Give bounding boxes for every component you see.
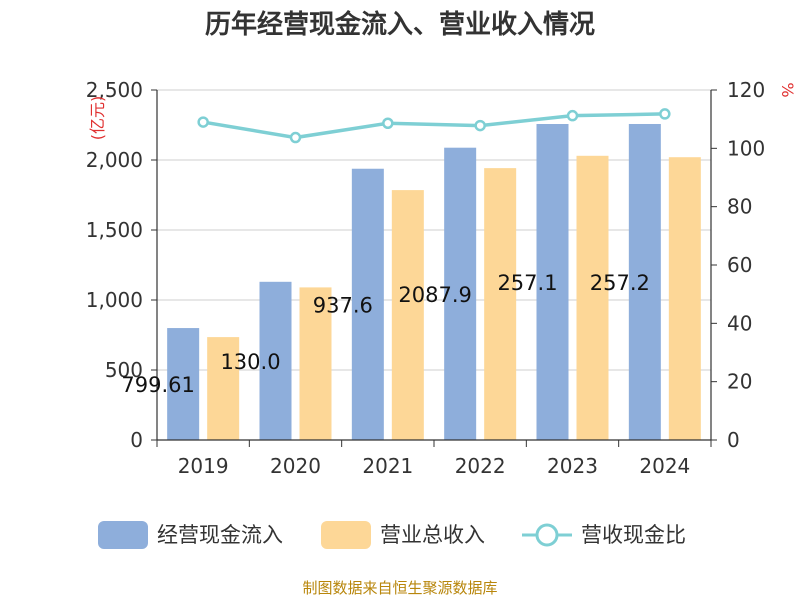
x-tick-label: 2019 <box>178 454 229 478</box>
data-label-inflow: 2087.9 <box>398 283 471 307</box>
bar-inflow <box>536 124 569 441</box>
bar-inflow <box>444 147 477 440</box>
bar-inflow <box>167 328 200 440</box>
bar-revenue <box>668 157 701 440</box>
bar-revenue <box>391 190 424 440</box>
x-tick-label: 2022 <box>455 454 506 478</box>
x-tick-label: 2020 <box>270 454 321 478</box>
right-tick-label: 60 <box>727 253 752 277</box>
ratio-point <box>382 117 394 129</box>
legend-swatch-revenue <box>321 521 371 549</box>
left-tick-label: 2,500 <box>86 78 143 102</box>
left-tick-label: 1,500 <box>86 218 143 242</box>
source-note: 制图数据来自恒生聚源数据库 <box>302 579 497 597</box>
ratio-point <box>197 116 209 128</box>
left-tick-label: 500 <box>105 358 143 382</box>
x-tick-label: 2021 <box>362 454 413 478</box>
legend-label-ratio: 营收现金比 <box>581 523 686 547</box>
ratio-point <box>659 108 671 120</box>
data-label-inflow: 130.0 <box>220 350 280 374</box>
right-tick-label: 120 <box>727 78 765 102</box>
data-label-inflow: 257.1 <box>497 271 557 295</box>
grid <box>157 89 711 441</box>
ratio-point <box>474 119 486 132</box>
axes: 0 500 1,000 1,500 2,000 2,500 0 20 40 60 80 100 120 2… <box>86 78 765 478</box>
bar-revenue <box>484 168 517 440</box>
bars <box>167 123 701 441</box>
bar-revenue <box>299 287 332 440</box>
bar-revenue <box>576 155 609 441</box>
right-axis-unit: % <box>778 82 797 97</box>
bar-revenue <box>207 337 240 440</box>
left-axis-unit: (亿元) <box>88 96 107 141</box>
data-label-inflow: 257.2 <box>590 271 650 295</box>
ratio-point <box>289 131 302 144</box>
data-labels: 799.61 130.0 937.6 2087.9 257.1 257.2 <box>121 271 649 397</box>
ratio-line <box>197 108 671 144</box>
data-label-inflow: 799.61 <box>121 373 194 397</box>
x-tick-label: 2024 <box>639 454 690 478</box>
left-tick-label: 2,000 <box>86 148 143 172</box>
legend-swatch-inflow <box>98 521 148 549</box>
bar-inflow <box>351 168 384 440</box>
right-tick-label: 80 <box>727 195 752 219</box>
left-tick-label: 1,000 <box>86 288 143 312</box>
legend: 经营现金流入 营业总收入 营收现金比 <box>98 521 686 549</box>
chart-title: 历年经营现金流入、营业收入情况 <box>205 9 595 40</box>
bar-inflow <box>628 123 661 440</box>
right-tick-label: 0 <box>727 428 740 452</box>
data-label-inflow: 937.6 <box>313 293 373 317</box>
ratio-point <box>566 109 579 122</box>
x-tick-label: 2023 <box>547 454 598 478</box>
left-tick-label: 0 <box>130 428 143 452</box>
right-tick-label: 40 <box>727 311 752 335</box>
legend-marker-ratio <box>535 523 559 547</box>
bar-inflow <box>259 281 292 440</box>
legend-label-inflow: 经营现金流入 <box>157 523 283 547</box>
right-tick-label: 20 <box>727 370 752 394</box>
right-tick-label: 100 <box>727 136 765 160</box>
ratio-line-path <box>202 112 665 140</box>
legend-label-revenue: 营业总收入 <box>380 523 485 547</box>
